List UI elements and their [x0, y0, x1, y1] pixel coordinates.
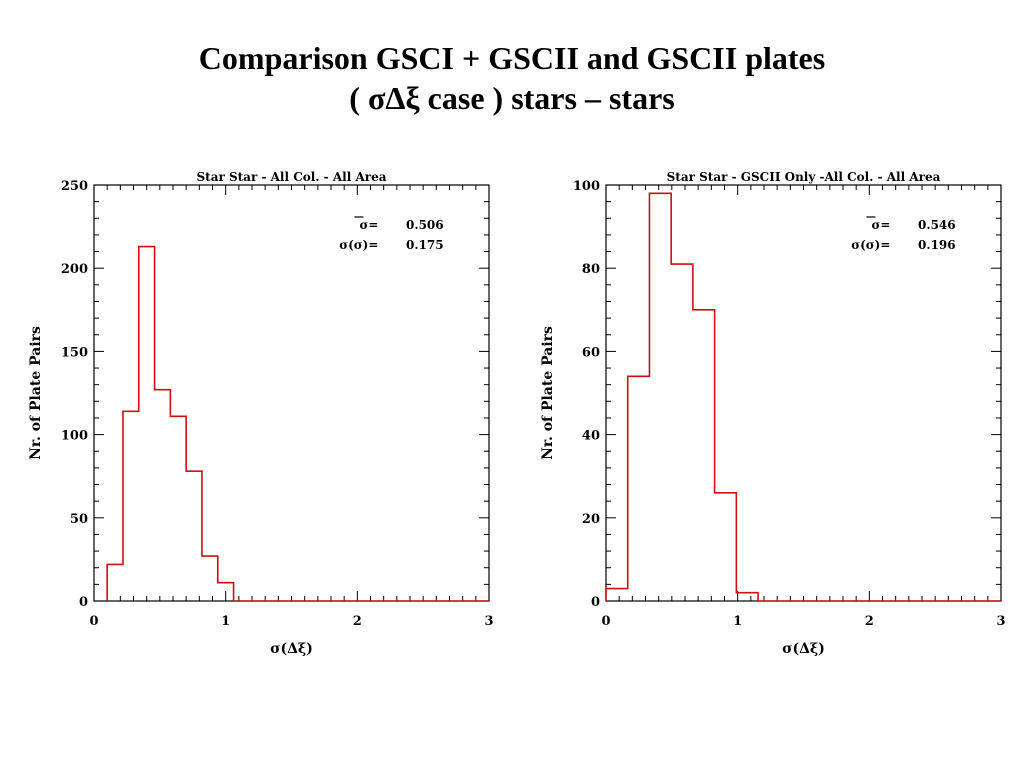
chart-1-histogram-bin-6 — [736, 593, 758, 601]
chart-1-y-tick-label: 80 — [582, 262, 600, 277]
chart-1-stat-value: 0.196 — [918, 238, 956, 252]
chart-0-histogram-bin-2 — [139, 247, 155, 601]
chart-1-y-tick-label: 20 — [582, 512, 600, 527]
chart-1-y-axis-label: Nr. of Plate Pairs — [540, 326, 556, 460]
slide-title: Comparison GSCI + GSCII and GSCII plates… — [0, 38, 1024, 118]
chart-0-histogram-bin-6 — [202, 556, 218, 601]
chart-0-stat-value: 0.175 — [406, 238, 444, 252]
chart-1-y-tick-label: 0 — [591, 595, 600, 610]
chart-1-stat-label: σ(σ)= — [851, 238, 890, 252]
histogram-svg-left: Star Star - All Col. - All Area 0 1 2 3 0 50 10… — [28, 170, 494, 657]
chart-1-histogram-outline — [605, 192, 1001, 602]
chart-1-x-tick-label: 3 — [996, 614, 1005, 629]
chart-0-histogram-bin-0 — [107, 564, 123, 601]
chart-1-histogram-bin-3 — [671, 264, 693, 601]
chart-0-x-tick-label: 1 — [221, 614, 230, 629]
chart-1-histogram-bin-5 — [715, 493, 737, 601]
chart-1-y-tick-label: 40 — [582, 429, 600, 444]
chart-0-x-axis-label: σ(Δξ) — [270, 641, 313, 657]
chart-1-x-tick-label: 1 — [733, 614, 742, 629]
slide-title-line-2: ( σΔξ case ) stars – stars — [349, 80, 675, 116]
chart-0-stat-value: 0.506 — [406, 218, 444, 232]
chart-0-y-tick-label: 100 — [61, 429, 88, 444]
chart-0-x-tick-label: 0 — [89, 614, 98, 629]
chart-0-y-tick-label: 200 — [61, 262, 88, 277]
chart-0-histogram-bin-7 — [218, 583, 234, 601]
histogram-chart-all-plates: Star Star - All Col. - All Area 0 1 2 3 0 50 10… — [0, 150, 512, 670]
chart-1-histogram-bin-4 — [693, 310, 715, 601]
chart-0-x-tick-label: 3 — [484, 614, 493, 629]
chart-1-y-tick-label: 100 — [573, 179, 600, 194]
chart-1-x-tick-label: 0 — [601, 614, 610, 629]
histogram-chart-gscii-only: Star Star - GSCII Only -All Col. - All A… — [512, 150, 1024, 670]
chart-0-x-tick-label: 2 — [353, 614, 362, 629]
chart-0-histogram-bin-5 — [186, 471, 202, 601]
chart-1-stat-value: 0.546 — [918, 218, 956, 232]
chart-0-y-tick-label: 0 — [79, 595, 88, 610]
slide-title-line-1: Comparison GSCI + GSCII and GSCII plates — [198, 40, 826, 76]
chart-0-plot-title: Star Star - All Col. - All Area — [196, 170, 386, 184]
chart-1-x-axis-label: σ(Δξ) — [782, 641, 825, 657]
chart-0-histogram-bin-1 — [123, 411, 139, 601]
chart-0-y-tick-label: 50 — [70, 512, 88, 527]
histogram-svg-right: Star Star - GSCII Only -All Col. - All A… — [540, 170, 1006, 657]
chart-1-histogram-bin-1 — [628, 376, 650, 601]
chart-1-histogram-bin-2 — [649, 193, 671, 601]
chart-1-histogram-bin-0 — [606, 589, 628, 601]
chart-0-stat-label: σ(σ)= — [339, 238, 378, 252]
chart-0-y-axis-label: Nr. of Plate Pairs — [28, 326, 44, 460]
chart-1-y-tick-label: 60 — [582, 345, 600, 360]
chart-1-stat-label: σ= — [871, 218, 890, 232]
chart-0-histogram-bin-3 — [155, 390, 171, 601]
chart-1-plot-title: Star Star - GSCII Only -All Col. - All A… — [667, 170, 941, 184]
chart-0-y-tick-label: 150 — [61, 345, 88, 360]
chart-0-histogram-bin-4 — [170, 416, 186, 601]
chart-0-y-tick-label: 250 — [61, 179, 88, 194]
chart-0-stat-label: σ= — [359, 218, 378, 232]
chart-1-x-tick-label: 2 — [865, 614, 874, 629]
chart-0-histogram-outline — [106, 245, 489, 602]
